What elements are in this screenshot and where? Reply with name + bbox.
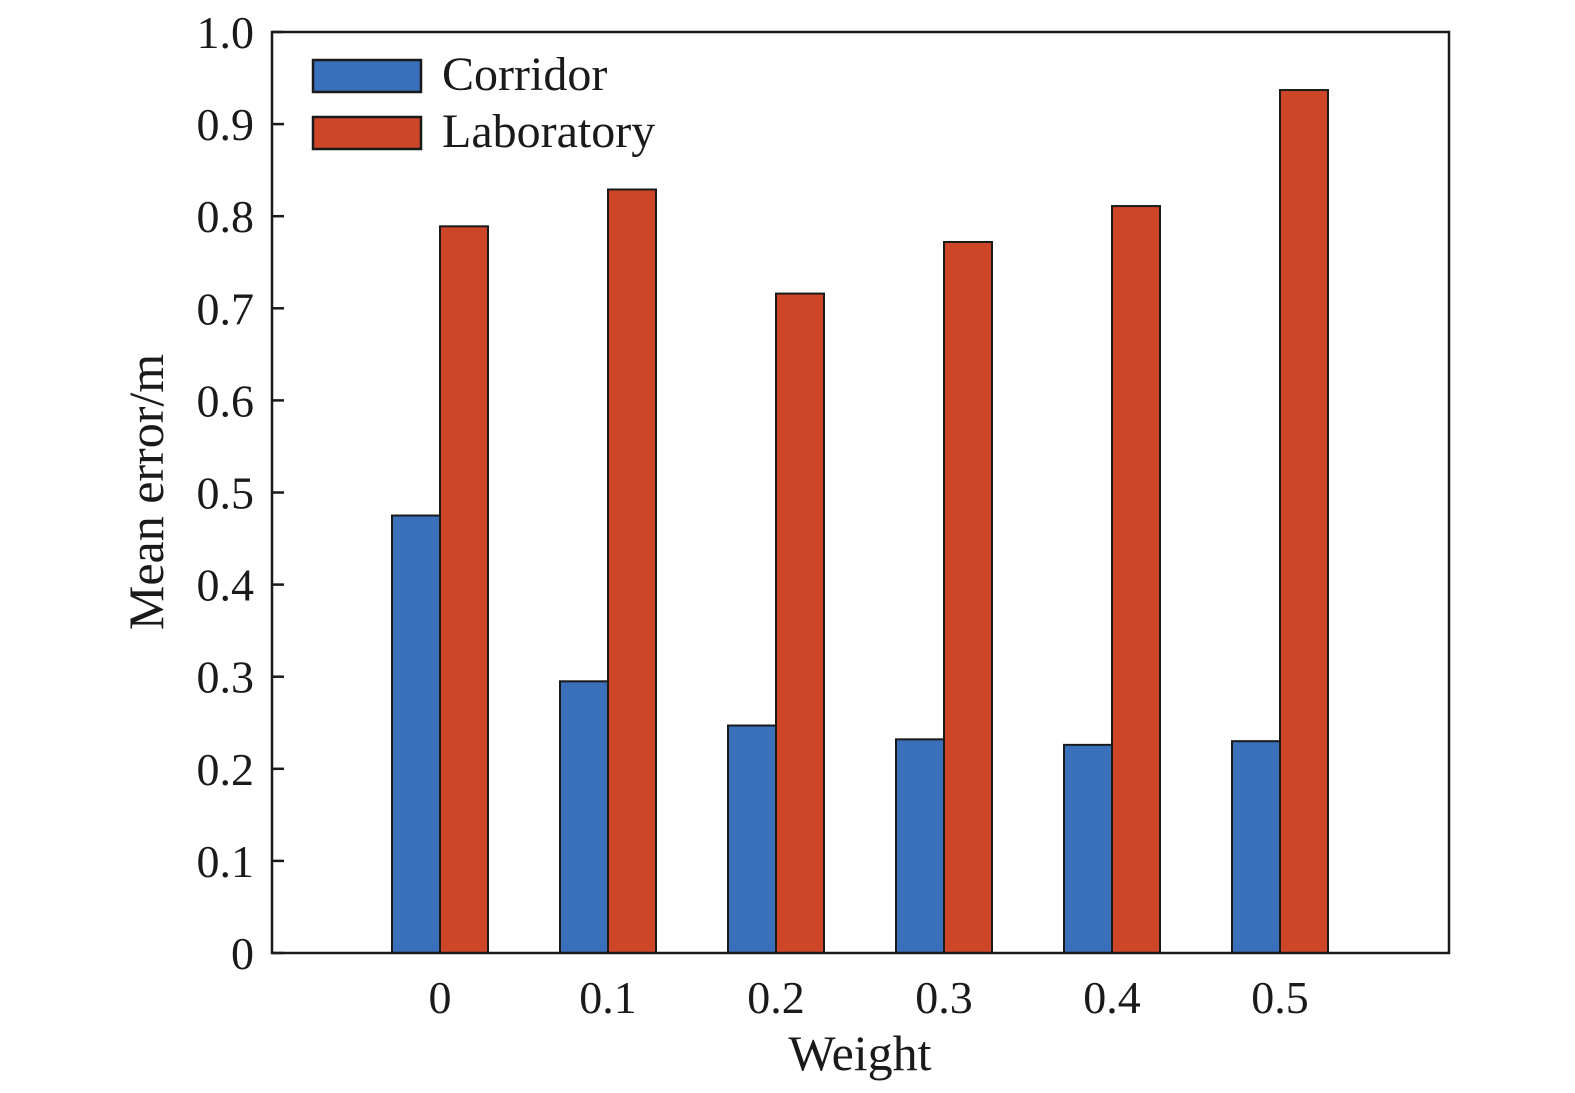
y-tick-label-7: 0.7 <box>197 283 255 334</box>
y-axis-title: Mean error/m <box>118 354 174 630</box>
bar-laboratory-3 <box>943 240 993 955</box>
legend-label-corridor: Corridor <box>442 48 607 101</box>
plot-frame <box>270 30 1451 955</box>
legend-label-laboratory: Laboratory <box>442 105 655 158</box>
y-tick-label-1: 0.1 <box>197 836 255 887</box>
x-tick-label-4: 0.4 <box>1083 972 1141 1023</box>
x-tick-label-0: 0 <box>429 972 452 1023</box>
bar-corridor-4 <box>1063 743 1113 954</box>
x-tick-label-2: 0.2 <box>747 972 805 1023</box>
y-tick-label-9: 0.9 <box>197 99 255 150</box>
bar-corridor-1 <box>559 680 609 954</box>
y-tick-label-0: 0 <box>231 928 254 979</box>
y-tick-label-3: 0.3 <box>197 652 255 703</box>
bar-corridor-2 <box>727 724 777 954</box>
x-tick-label-3: 0.3 <box>915 972 973 1023</box>
y-tick-label-2: 0.2 <box>197 744 255 795</box>
bar-laboratory-1 <box>607 188 657 954</box>
bar-laboratory-4 <box>1111 205 1161 955</box>
bar-laboratory-0 <box>439 225 489 954</box>
legend-swatch-corridor <box>311 58 423 94</box>
y-tick-label-8: 0.8 <box>197 191 255 242</box>
y-tick-label-6: 0.6 <box>197 375 255 426</box>
x-tick-label-5: 0.5 <box>1251 972 1309 1023</box>
ticks-layer: 0 0.1 0.2 0.3 0.4 0.5 0.6 0.7 0.8 0.9 1.0 0 0.1 0.2 0.… <box>197 7 1309 1023</box>
bar-corridor-3 <box>895 738 945 954</box>
x-tick-label-1: 0.1 <box>579 972 637 1023</box>
y-tick-label-4: 0.4 <box>197 560 255 611</box>
bars-layer <box>391 89 1329 955</box>
x-axis-title: Weight <box>788 1025 931 1081</box>
bar-laboratory-2 <box>775 292 825 954</box>
bar-laboratory-5 <box>1279 89 1329 954</box>
y-tick-label-10: 1.0 <box>197 7 255 58</box>
y-tick-label-5: 0.5 <box>197 468 255 519</box>
bar-corridor-5 <box>1231 740 1281 954</box>
bar-corridor-0 <box>391 514 441 955</box>
legend-swatch-laboratory <box>311 115 423 151</box>
